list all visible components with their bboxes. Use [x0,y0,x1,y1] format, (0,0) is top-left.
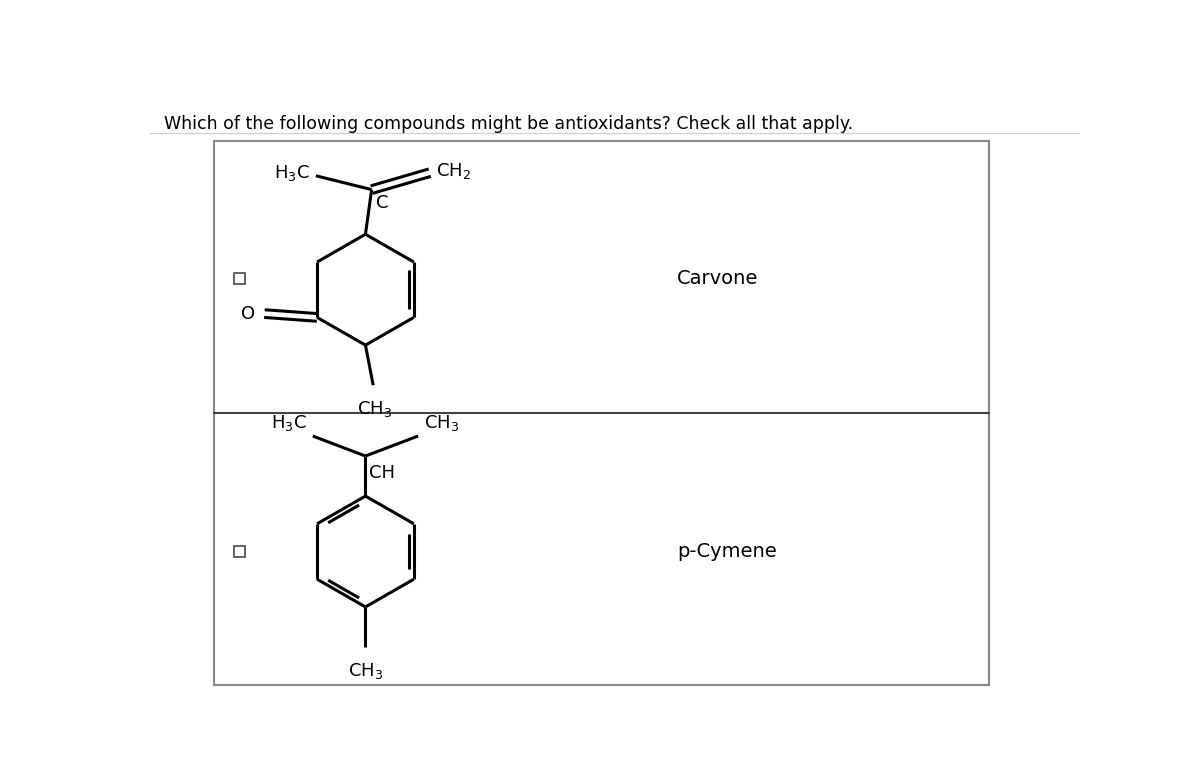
Text: CH$_3$: CH$_3$ [348,661,383,681]
Text: CH$_2$: CH$_2$ [436,161,472,181]
Text: Which of the following compounds might be antioxidants? Check all that apply.: Which of the following compounds might b… [164,115,853,133]
Text: CH$_3$: CH$_3$ [425,413,460,433]
Text: CH: CH [370,464,395,482]
Bar [214,141,989,685]
Bar [234,273,245,283]
Text: C: C [376,194,388,212]
Text: H$_3$C: H$_3$C [274,163,310,183]
Bar [234,546,245,557]
Text: Carvone: Carvone [677,268,758,288]
Text: p-Cymene: p-Cymene [677,542,776,561]
Text: O: O [241,304,256,323]
Text: H$_3$C: H$_3$C [271,413,306,433]
Text: CH$_3$: CH$_3$ [358,399,392,419]
